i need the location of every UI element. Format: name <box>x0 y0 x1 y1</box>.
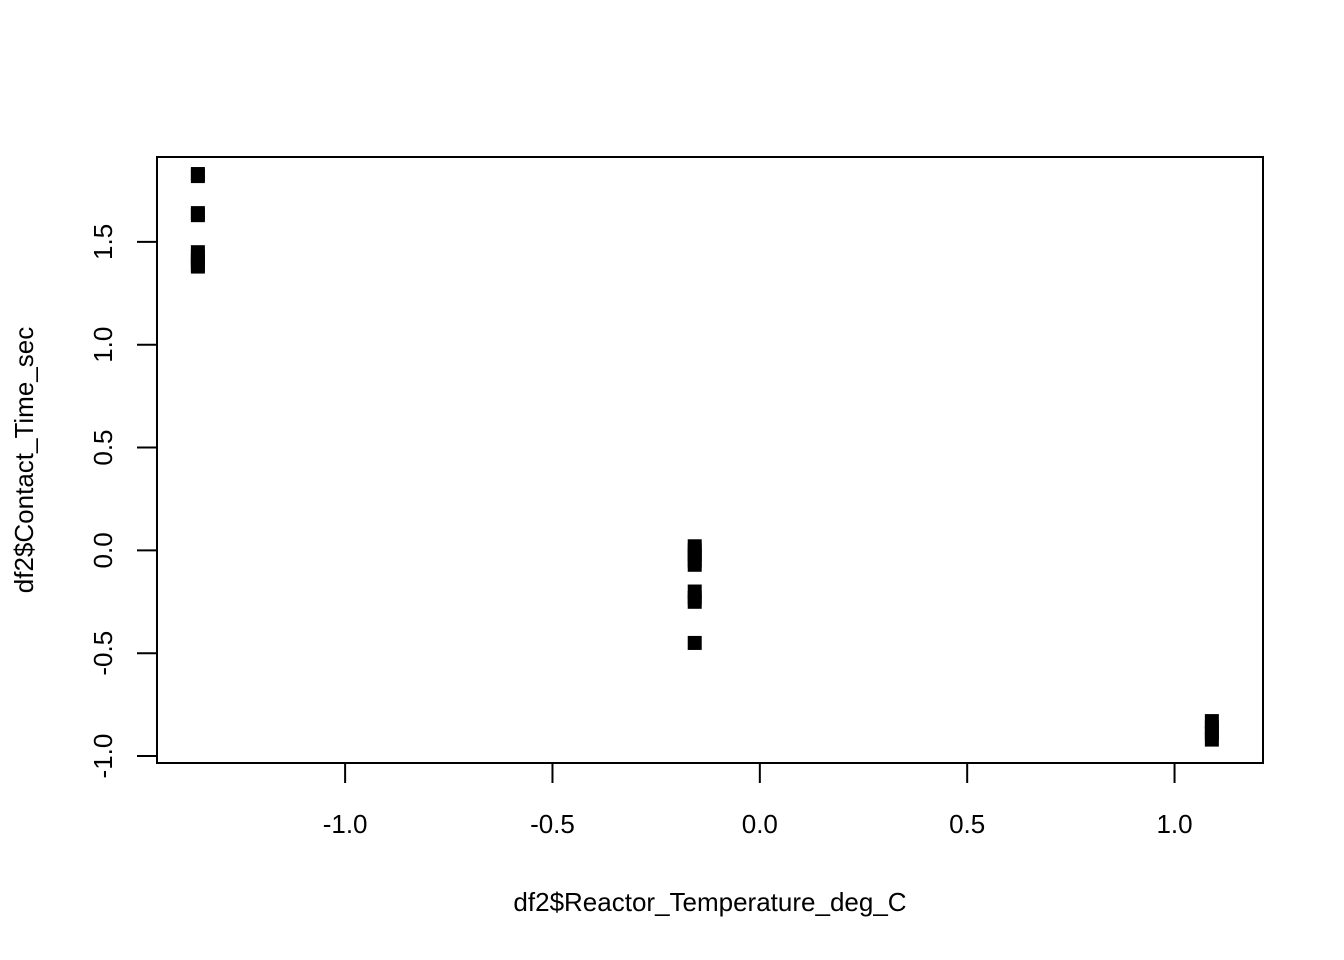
y-axis-label: df2$Contact_Time_sec <box>9 327 39 593</box>
data-point <box>1204 732 1219 747</box>
data-point <box>687 594 702 609</box>
x-axis: -1.0 -0.5 0.0 0.5 1.0 <box>323 762 1193 839</box>
y-tick-label: 1.0 <box>88 327 118 363</box>
data-points <box>190 167 1219 747</box>
data-point <box>190 208 205 223</box>
y-tick-label: -0.5 <box>88 631 118 676</box>
y-tick-label: 0.0 <box>88 532 118 568</box>
data-point <box>687 557 702 572</box>
y-axis: -1.0 -0.5 0.0 0.5 1.0 1.5 <box>88 224 158 779</box>
x-tick-label: 0.0 <box>742 809 778 839</box>
x-axis-label: df2$Reactor_Temperature_deg_C <box>513 887 906 917</box>
x-tick-label: -1.0 <box>323 809 368 839</box>
data-point <box>190 169 205 184</box>
x-tick-label: -0.5 <box>530 809 575 839</box>
data-point <box>687 635 702 650</box>
plot-frame <box>156 156 1264 764</box>
y-tick-label: -1.0 <box>88 734 118 779</box>
y-tick-label: 0.5 <box>88 429 118 465</box>
data-point <box>190 259 205 274</box>
x-tick-label: 1.0 <box>1156 809 1192 839</box>
x-tick-label: 0.5 <box>949 809 985 839</box>
y-tick-label: 1.5 <box>88 224 118 260</box>
